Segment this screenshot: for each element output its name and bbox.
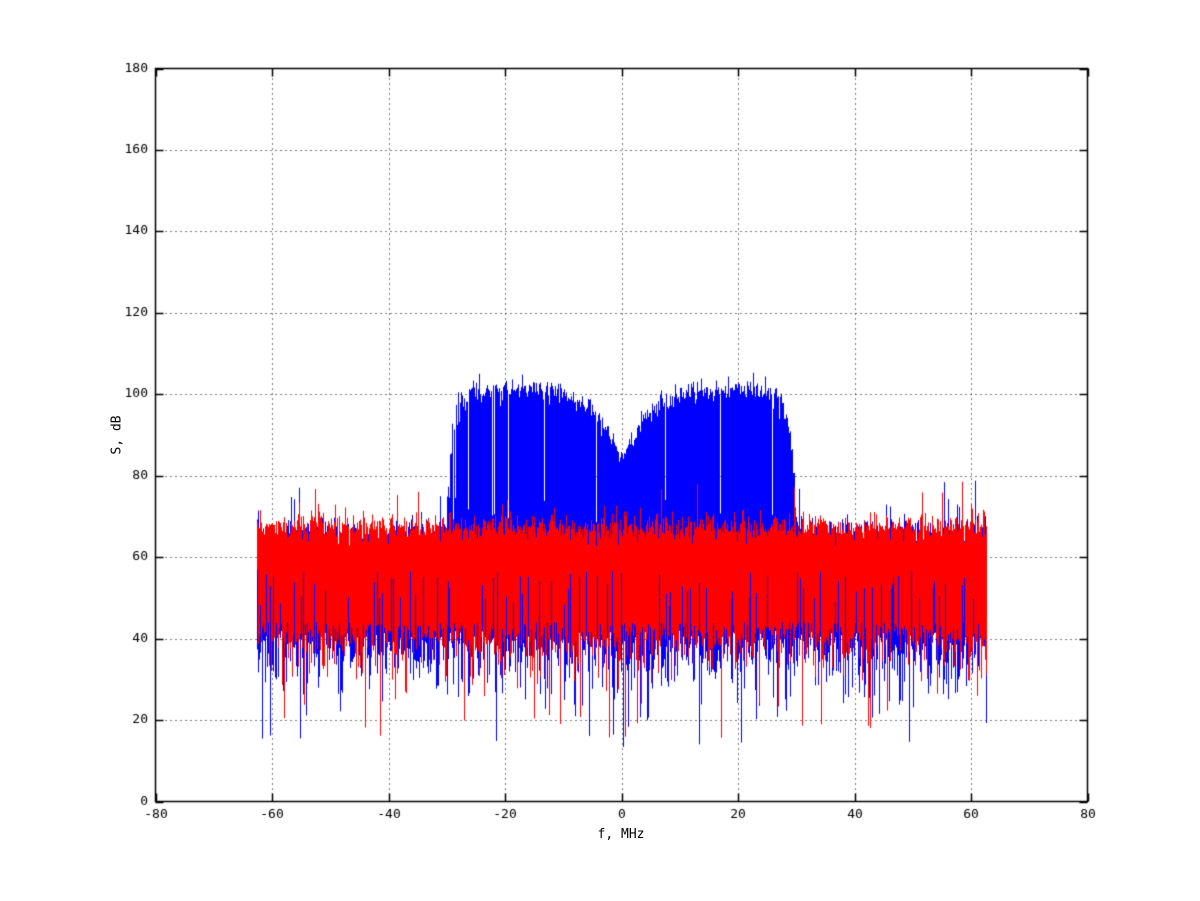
- y-axis-label: S, dB: [109, 415, 125, 455]
- x-axis-label: f, MHz: [597, 827, 645, 842]
